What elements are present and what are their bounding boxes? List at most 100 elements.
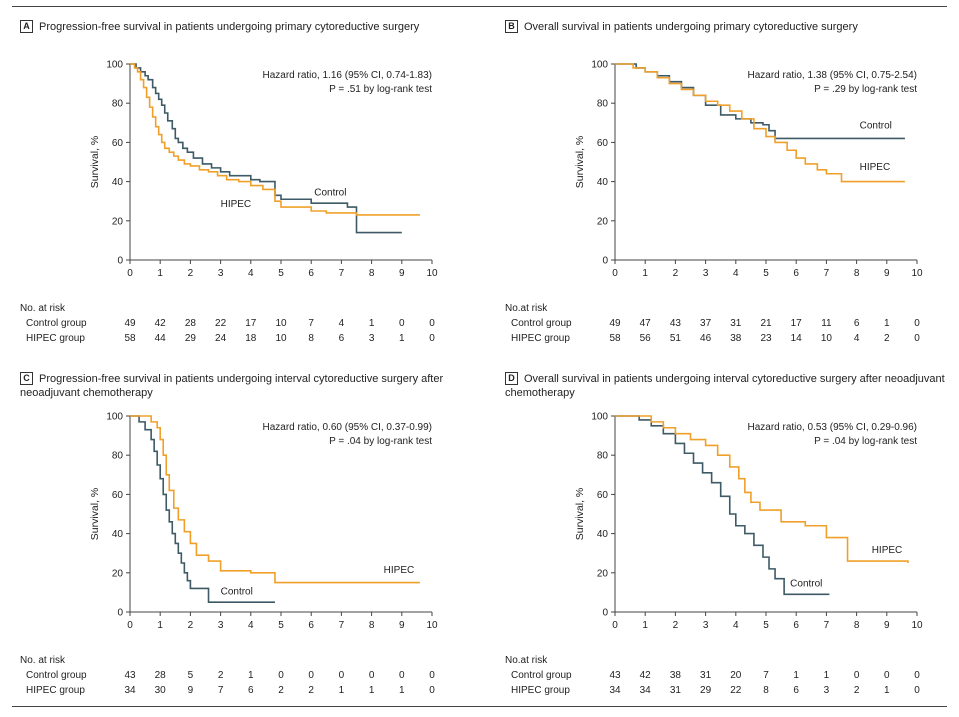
panel-a-title-block: A Progression-free survival in patients u… — [20, 20, 460, 34]
at-risk-header: No.at risk — [505, 303, 548, 314]
at-risk-value: 0 — [914, 318, 920, 329]
at-risk-value: 2 — [308, 685, 314, 696]
at-risk-value: 42 — [639, 670, 651, 681]
at-risk-value: 2 — [217, 670, 224, 681]
x-tick-label: 2 — [673, 620, 679, 631]
panel-a-title: Progression-free survival in patients un… — [39, 21, 420, 33]
at-risk-value: 1 — [368, 685, 375, 696]
y-tick-label: 20 — [597, 568, 609, 579]
x-tick-label: 10 — [911, 620, 923, 631]
at-risk-row-label: Control group — [26, 318, 87, 329]
hazard-ratio-text: Hazard ratio, 1.16 (95% CI, 0.74-1.83) — [262, 70, 432, 81]
at-risk-value: 4 — [338, 318, 345, 329]
at-risk-value: 42 — [154, 318, 166, 329]
at-risk-value: 8 — [763, 685, 769, 696]
at-risk-value: 21 — [760, 318, 772, 329]
y-tick-label: 40 — [597, 177, 609, 188]
y-tick-label: 80 — [112, 99, 124, 110]
p-value-text: P = .51 by log-rank test — [329, 84, 432, 95]
y-tick-label: 100 — [591, 412, 608, 423]
at-risk-value: 0 — [368, 670, 375, 681]
panel-d-label: D — [505, 372, 518, 385]
km-curve-control — [615, 415, 830, 596]
at-risk-value: 5 — [187, 670, 194, 681]
at-risk-value: 11 — [821, 318, 832, 329]
at-risk-value: 0 — [914, 685, 920, 696]
x-tick-label: 0 — [612, 620, 618, 631]
at-risk-value: 34 — [639, 685, 651, 696]
y-tick-label: 100 — [106, 60, 123, 71]
at-risk-value: 1 — [884, 318, 890, 329]
panel-b-title: Overall survival in patients undergoing … — [524, 21, 858, 33]
x-tick-label: 4 — [733, 268, 739, 279]
x-tick-label: 7 — [339, 268, 345, 279]
top-rule — [12, 6, 947, 7]
km-plot: 020406080100012345678910Follow-up, ySurv… — [89, 60, 438, 280]
panel-d-title-block: D Overall survival in patients undergoing… — [505, 372, 945, 400]
x-tick-label: 6 — [793, 620, 799, 631]
km-curve-hipec — [615, 63, 905, 183]
at-risk-value: 6 — [793, 685, 799, 696]
x-tick-label: 1 — [642, 620, 648, 631]
at-risk-value: 0 — [429, 685, 435, 696]
at-risk-value: 4 — [853, 333, 860, 344]
x-tick-label: 2 — [188, 620, 194, 631]
at-risk-value: 43 — [669, 318, 681, 329]
at-risk-value: 1 — [248, 670, 254, 681]
at-risk-value: 7 — [763, 670, 769, 681]
y-tick-label: 0 — [602, 256, 608, 267]
y-tick-label: 40 — [597, 529, 609, 540]
y-axis-label: Survival, % — [574, 488, 586, 541]
x-tick-label: 9 — [884, 268, 890, 279]
panel-b-label: B — [505, 20, 518, 33]
x-tick-label: 1 — [157, 620, 163, 631]
km-curve-hipec — [130, 63, 420, 216]
at-risk-value: 34 — [609, 685, 621, 696]
at-risk-value: 7 — [308, 318, 314, 329]
at-risk-value: 14 — [790, 333, 802, 344]
y-axis-label: Survival, % — [574, 136, 586, 189]
at-risk-value: 0 — [338, 670, 345, 681]
x-tick-label: 4 — [733, 620, 739, 631]
at-risk-value: 18 — [245, 333, 257, 344]
y-tick-label: 60 — [112, 138, 124, 149]
x-tick-label: 2 — [673, 268, 679, 279]
at-risk-value: 0 — [429, 670, 435, 681]
km-plot: 020406080100012345678910Follow-up, ySurv… — [574, 60, 923, 280]
at-risk-value: 51 — [669, 333, 681, 344]
x-tick-label: 10 — [426, 620, 438, 631]
at-risk-header: No.at risk — [505, 655, 548, 666]
at-risk-value: 0 — [399, 318, 405, 329]
x-tick-label: 9 — [399, 620, 405, 631]
at-risk-value: 38 — [730, 333, 742, 344]
x-tick-label: 7 — [824, 268, 830, 279]
p-value-text: P = .04 by log-rank test — [814, 436, 917, 447]
at-risk-value: 49 — [124, 318, 136, 329]
at-risk-header: No. at risk — [20, 655, 66, 666]
series-label-hipec: HIPEC — [384, 565, 415, 576]
at-risk-value: 43 — [124, 670, 136, 681]
at-risk-value: 37 — [700, 318, 712, 329]
at-risk-value: 1 — [399, 333, 405, 344]
x-tick-label: 8 — [369, 620, 375, 631]
at-risk-value: 38 — [669, 670, 681, 681]
at-risk-value: 23 — [760, 333, 772, 344]
at-risk-value: 0 — [429, 333, 435, 344]
at-risk-value: 1 — [793, 670, 799, 681]
at-risk-value: 0 — [853, 670, 860, 681]
at-risk-value: 0 — [278, 670, 284, 681]
panel-c-label: C — [20, 372, 33, 385]
x-tick-label: 0 — [612, 268, 618, 279]
at-risk-value: 17 — [790, 318, 802, 329]
x-tick-label: 5 — [278, 620, 284, 631]
p-value-text: P = .04 by log-rank test — [329, 436, 432, 447]
x-tick-label: 8 — [854, 620, 860, 631]
km-plot: 020406080100012345678910Follow-up, ySurv… — [574, 412, 923, 632]
y-tick-label: 80 — [112, 451, 124, 462]
y-tick-label: 0 — [117, 608, 123, 619]
x-tick-label: 9 — [884, 620, 890, 631]
series-label-control: Control — [790, 579, 822, 590]
at-risk-value: 1 — [884, 685, 890, 696]
at-risk-value: 10 — [820, 333, 832, 344]
y-tick-label: 80 — [597, 451, 609, 462]
